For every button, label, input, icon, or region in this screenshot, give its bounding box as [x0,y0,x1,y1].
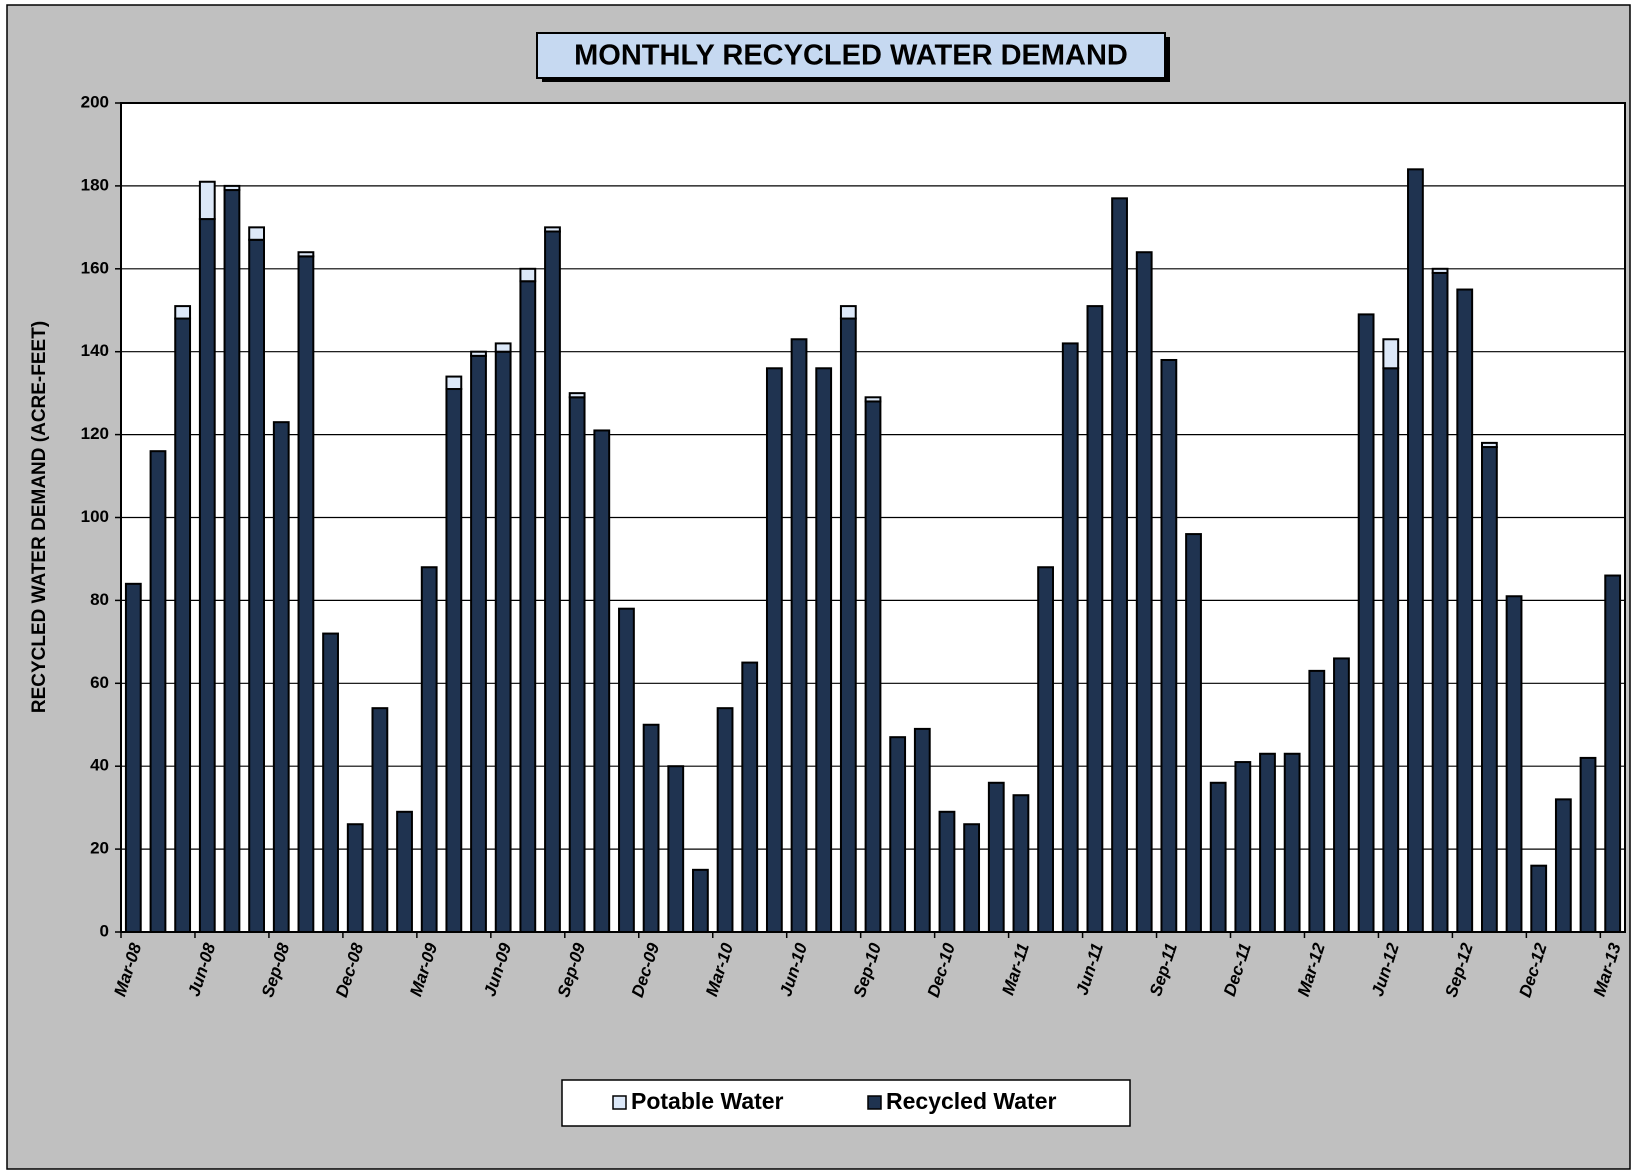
bar-segment [519,280,537,933]
bar-segment [692,868,709,934]
bar-segment [1604,574,1622,934]
legend-swatch [867,1095,882,1110]
y-axis-label: RECYCLED WATER DEMAND (ACRE-FEET) [29,321,50,713]
bar-segment [1456,288,1474,933]
bar-segment [396,810,413,933]
legend-box [561,1079,1131,1127]
title-box [536,32,1166,79]
bar-segment [1431,267,1449,274]
bar-segment [864,400,882,933]
bar-segment [1185,533,1202,934]
bar-segment [618,607,635,933]
y-tick-label: 200 [81,92,109,111]
bar-segment [839,305,857,320]
bar-segment [494,342,512,353]
bar-segment [642,723,660,933]
y-tick-label: 160 [81,258,109,277]
bar-segment [1259,752,1276,934]
legend-swatch [612,1095,627,1110]
bar-segment [864,396,882,403]
bar-segment [223,189,241,934]
bar-segment [124,582,142,933]
bar-segment [1480,441,1498,449]
y-tick-label: 0 [100,921,109,940]
bar-segment [198,180,216,221]
bar-segment [1382,338,1400,370]
bar-segment [568,396,586,934]
bar-segment [1554,798,1572,933]
bar-segment [544,226,561,233]
legend-label: Potable Water [631,1088,784,1114]
bar-segment [544,230,561,933]
bar-segment [1382,367,1400,933]
bar-segment [223,184,241,192]
bar-segment [297,251,315,258]
bar-segment [913,727,931,934]
bar-segment [839,317,857,934]
bar-segment [1579,756,1597,933]
bar-segment [149,450,167,933]
bar-segment [1530,864,1548,933]
bar-segment [1283,752,1301,934]
bar-segment [445,375,463,391]
y-tick-label: 120 [81,424,109,443]
bar-segment [765,367,783,933]
bar-segment [494,350,512,933]
bar-segment [790,338,808,933]
bar-segment [987,781,1005,934]
bar-segment [741,661,759,933]
bar-segment [272,421,290,933]
legend-label: Recycled Water [886,1088,1056,1114]
bar-segment [1012,794,1030,934]
chart-title: MONTHLY RECYCLED WATER DEMAND [574,40,1128,72]
bar-segment [371,707,389,933]
bar-segment [1407,168,1424,933]
bar-segment [1209,781,1227,934]
y-tick-label: 80 [90,590,109,609]
bar-segment [1234,761,1252,933]
bar-segment [174,305,192,320]
bar-segment [519,267,537,283]
bar-segment [322,632,339,933]
bar-segment [1135,251,1153,934]
bar-segment [346,823,364,933]
bar-segment [1160,358,1178,933]
bar-segment [420,566,438,933]
y-tick-label: 140 [81,341,109,360]
bar-segment [248,238,266,934]
bar-segment [716,707,734,933]
bar-segment [1431,271,1449,933]
bar-segment [445,388,463,933]
bar-segment [1111,197,1128,933]
bar-segment [174,317,192,934]
bar-segment [1480,446,1498,933]
y-tick-label: 180 [81,175,109,194]
bar-segment [667,765,685,934]
bar-segment [297,255,315,933]
bar-segment [470,354,487,934]
y-tick-label: 100 [81,507,109,526]
bar-segment [1505,595,1523,933]
bar-segment [593,429,611,933]
bar-segment [1308,669,1326,933]
bar-segment [1086,305,1104,934]
bar-segment [248,226,266,241]
y-tick-label: 20 [90,839,109,858]
bar-segment [815,367,833,933]
bar-segment [1333,657,1350,933]
bar-segment [889,736,907,933]
y-tick-label: 40 [90,756,109,775]
bar-segment [568,392,586,399]
y-tick-label: 60 [90,673,109,692]
bar-segment [198,218,216,933]
bar-segment [938,810,956,933]
bar-segment [470,350,487,357]
bar-segment [1061,342,1079,934]
bar-segment [963,823,981,933]
bar-segment [1037,566,1054,933]
bar-segment [1357,313,1375,933]
